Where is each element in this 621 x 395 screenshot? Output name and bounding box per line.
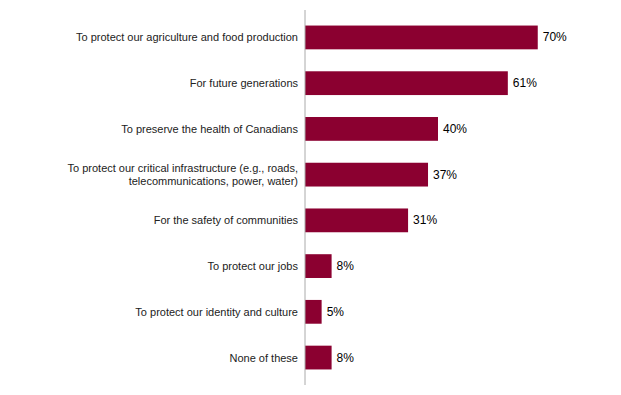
tick-label: To protect our agriculture and food prod… (76, 31, 298, 43)
tick-label: To protect our critical infrastructure (… (68, 162, 298, 187)
y-axis-line (305, 10, 306, 385)
bar (305, 300, 322, 324)
data-label: 40% (443, 122, 467, 136)
data-label: 61% (513, 76, 537, 90)
data-label: 70% (543, 30, 567, 44)
bar (305, 254, 332, 278)
tick-label: For future generations (190, 77, 299, 89)
data-label: 8% (337, 351, 355, 365)
tick-label: For the safety of communities (154, 214, 299, 226)
bar (305, 163, 428, 187)
bar (305, 71, 508, 95)
bar (305, 117, 438, 141)
tick-label: None of these (230, 352, 299, 364)
bar (305, 346, 332, 370)
chart: 8% None of these 5% To protect our identity… (0, 0, 621, 395)
tick-label: To preserve the health of Canadians (121, 123, 298, 135)
tick-label: To protect our jobs (208, 260, 299, 272)
data-label: 31% (413, 213, 437, 227)
bar (305, 208, 408, 232)
labels: 8% None of these 5% To protect our identity… (68, 30, 568, 364)
data-label: 5% (327, 305, 345, 319)
data-label: 8% (337, 259, 355, 273)
tick-label: To protect our identity and culture (135, 306, 298, 318)
bars (305, 26, 538, 370)
data-label: 37% (433, 168, 457, 182)
bar (305, 26, 538, 50)
chart-container: 8% None of these 5% To protect our identity… (0, 0, 621, 395)
